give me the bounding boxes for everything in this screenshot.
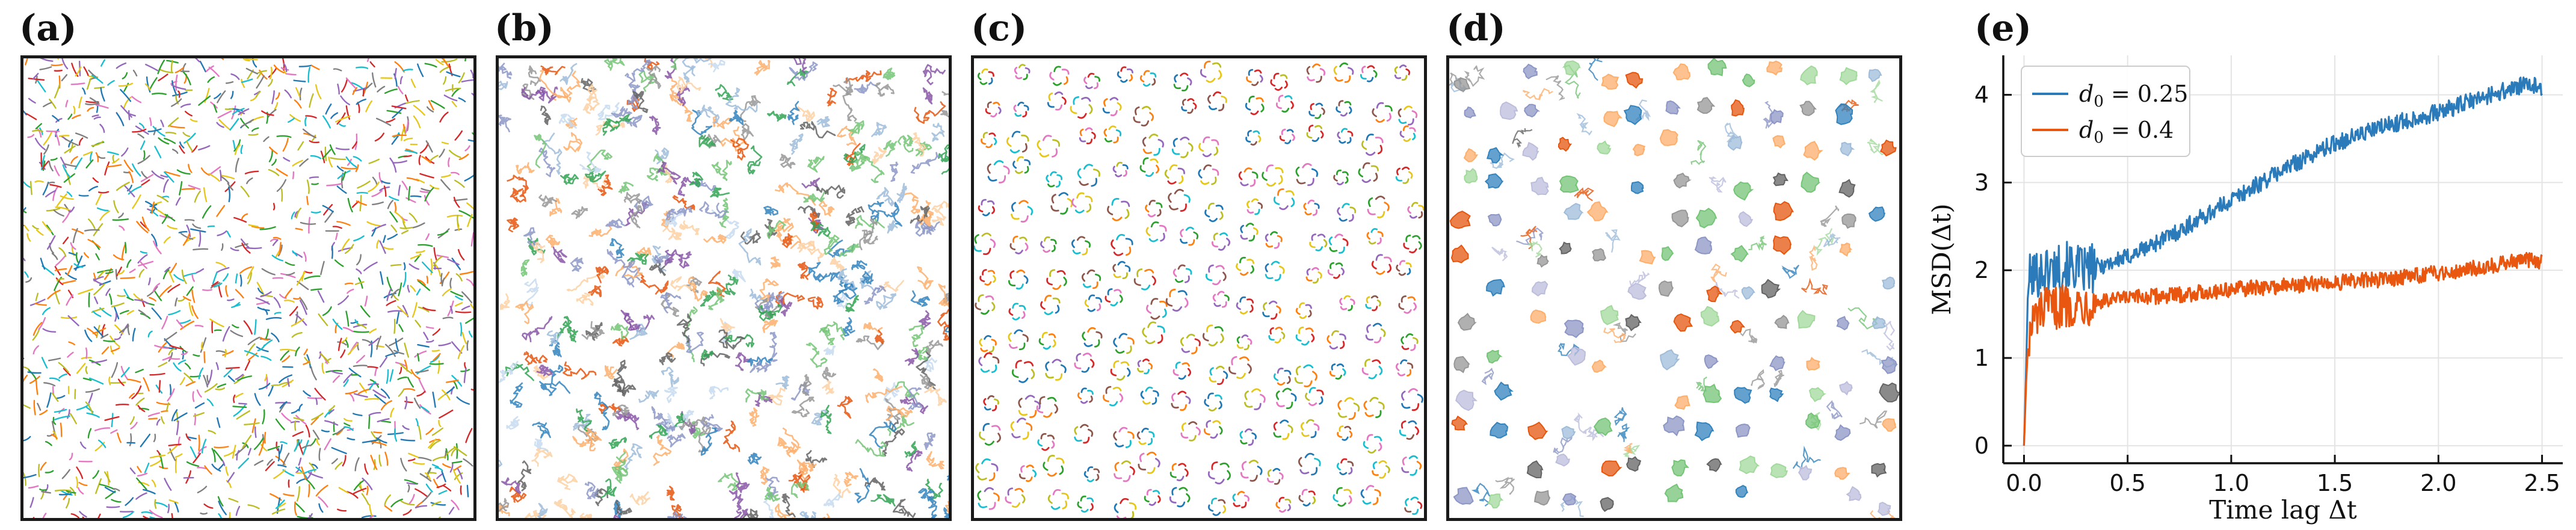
y-tick-label-4: 4 — [1974, 82, 1989, 108]
x-tick-label-0: 0.0 — [2006, 470, 2042, 496]
y-tick-label-2: 2 — [1974, 257, 1989, 283]
trajectory-panel-c — [971, 55, 1427, 521]
y-tick-label-3: 3 — [1974, 169, 1989, 196]
y-axis-label: MSD(Δt) — [1927, 203, 1956, 315]
trajectory-segments — [23, 58, 473, 518]
trajectory-plot-b — [499, 58, 949, 518]
trajectory-plot-a — [23, 58, 473, 518]
trajectory-panel-a — [20, 55, 476, 521]
msd-chart: 0.0 0.5 1.0 1.5 2.0 2.5 0 1 2 3 4 Time lag Δt MSD(… — [1919, 0, 2576, 530]
x-tick-label-3: 1.5 — [2317, 470, 2353, 496]
x-tick-label-5: 2.5 — [2524, 470, 2560, 496]
y-tick-label-1: 1 — [1974, 345, 1989, 371]
trajectory-walks — [499, 58, 949, 518]
series-line-1 — [2023, 251, 2543, 446]
legend: d0 = 0.25 d0 = 0.4 — [2021, 66, 2190, 157]
trajectory-panel-d — [1446, 55, 1902, 521]
trajectory-plot-c — [974, 60, 1424, 518]
y-tick-label-0: 0 — [1974, 433, 1989, 459]
x-axis-label: Time lag Δt — [2209, 495, 2357, 525]
panel-label-a: (a) — [19, 7, 77, 49]
trajectory-blobs — [1449, 58, 1899, 518]
series-line-0 — [2023, 76, 2543, 446]
legend-entry-1: d0 = 0.4 — [2079, 117, 2174, 147]
x-tick-label-1: 0.5 — [2109, 470, 2145, 496]
panel-label-d: (d) — [1446, 7, 1506, 49]
legend-frame — [2021, 66, 2190, 157]
panel-label-e: (e) — [1974, 7, 2032, 49]
x-tick-label-4: 2.0 — [2420, 470, 2456, 496]
trajectory-plot-d — [1449, 58, 1899, 518]
ticks: 0.0 0.5 1.0 1.5 2.0 2.5 0 1 2 3 4 — [1974, 82, 2560, 496]
msd-chart-svg: 0.0 0.5 1.0 1.5 2.0 2.5 0 1 2 3 4 Time lag Δt MSD(… — [1927, 55, 2563, 525]
series-lines — [2023, 76, 2543, 446]
panel-label-b: (b) — [495, 7, 554, 49]
axes — [2002, 55, 2563, 464]
legend-entry-0: d0 = 0.25 — [2079, 81, 2188, 111]
x-tick-label-2: 1.0 — [2213, 470, 2249, 496]
panel-label-c: (c) — [971, 7, 1028, 49]
trajectory-swirls — [974, 60, 1424, 518]
trajectory-panel-b — [496, 55, 952, 521]
